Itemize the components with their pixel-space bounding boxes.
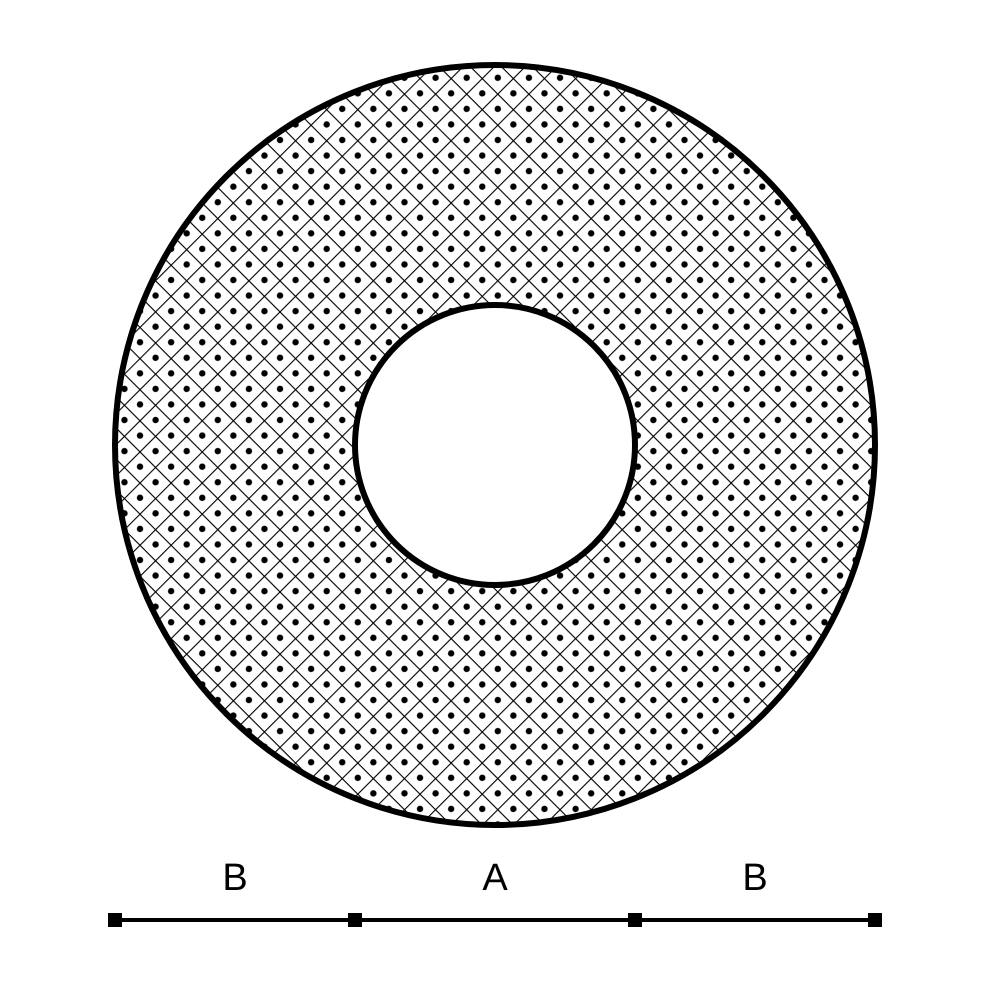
dimension-label: B xyxy=(222,857,247,899)
inner-circle xyxy=(355,305,635,585)
dimension-terminator xyxy=(628,913,642,927)
dimension-terminator xyxy=(348,913,362,927)
dimension-terminator xyxy=(868,913,882,927)
dimension-label: B xyxy=(742,857,767,899)
dimension-terminator xyxy=(108,913,122,927)
annulus-cross-section xyxy=(0,0,1000,1000)
dimension-label: A xyxy=(482,857,508,899)
